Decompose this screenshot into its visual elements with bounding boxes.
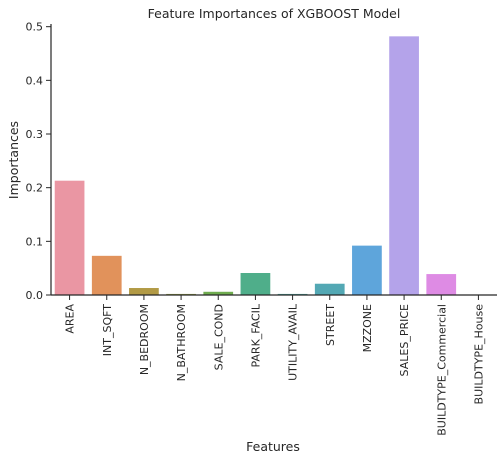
x-tick-label: PARK_FACIL: [249, 303, 262, 367]
x-tick-label: N_BEDROOM: [138, 304, 151, 375]
x-tick-label: SALES_PRICE: [398, 304, 411, 376]
bar-buildtype-commercial: [426, 274, 457, 295]
x-tick-label: BUILDTYPE_Commercial: [435, 304, 448, 436]
y-tick-label: 0.3: [26, 128, 44, 141]
bar-n-bedroom: [129, 288, 159, 295]
x-tick-label: BUILDTYPE_House: [472, 304, 485, 405]
x-tick-label: MZZONE: [361, 304, 374, 352]
x-tick-label: STREET: [324, 304, 337, 346]
x-axis-label: Features: [246, 439, 300, 454]
x-tick-label: INT_SQFT: [101, 304, 114, 356]
x-tick-label: UTILITY_AVAIL: [287, 303, 300, 381]
x-tick-label: AREA: [64, 304, 77, 334]
y-axis-label: Importances: [6, 121, 21, 199]
bar-park-facil: [240, 273, 271, 295]
bar-int-sqft: [91, 255, 122, 295]
bar-sales-price: [389, 36, 419, 296]
y-tick-label: 0.5: [26, 21, 44, 34]
bar-area: [54, 180, 85, 295]
bar-mzzone: [352, 245, 382, 295]
y-axis-ticks: 0.0 0.1 0.2 0.3 0.4 0.5: [26, 21, 51, 302]
bar-street: [314, 283, 345, 295]
y-tick-label: 0.1: [26, 235, 44, 248]
bar-sale-cond: [203, 291, 234, 295]
x-tick-label: SALE_COND: [212, 304, 225, 370]
x-axis-ticks: AREA INT_SQFT N_BEDROOM N_BATHROOM SALE_COND…: [64, 295, 485, 436]
y-tick-label: 0.2: [26, 182, 44, 195]
bars-group: [54, 36, 457, 296]
x-tick-label: N_BATHROOM: [175, 304, 188, 381]
y-tick-label: 0.0: [26, 289, 44, 302]
y-tick-label: 0.4: [26, 74, 44, 87]
chart-title: Feature Importances of XGBOOST Model: [148, 6, 401, 21]
